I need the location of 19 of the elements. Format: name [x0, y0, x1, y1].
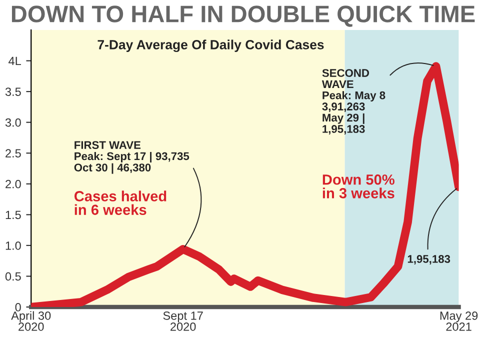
annotation: SECOND WAVE Peak: May 8 3,91,263 May 29 | 1,95,183 [322, 69, 386, 135]
x-tick-label: Sept 17 2020 [163, 312, 203, 331]
text: 7-Day Average Of Daily Covid Cases [98, 40, 324, 52]
y-tick-label: 1.5 [6, 210, 21, 220]
y-tick-label: 2.5 [6, 149, 21, 158]
y-tick-label: 3.5 [5, 88, 21, 96]
annotation: FIRST WAVE Peak: Sept 17 | 93,735 Oct 30 | 46,380 [74, 141, 190, 174]
annotation: Cases halved in 6 weeks [74, 190, 166, 215]
y-tick-label: 3.0 [5, 118, 21, 127]
y-tick-label: 2.0 [6, 180, 21, 188]
chart-title: DOWN TO HALF IN DOUBLE QUICK TIME [12, 6, 475, 27]
x-tick-label: May 29 2021 [440, 312, 478, 331]
y-tick-label: 0 [15, 303, 21, 312]
annotation: Down 50% in 3 weeks [322, 174, 394, 198]
y-tick-label: 0.5 [5, 272, 21, 281]
x-tick-label: April 30 2020 [11, 311, 51, 331]
annotation: 1,95,183 [408, 255, 450, 265]
y-tick-label: 4L [8, 56, 21, 66]
y-tick-label: 1.0 [6, 241, 21, 250]
